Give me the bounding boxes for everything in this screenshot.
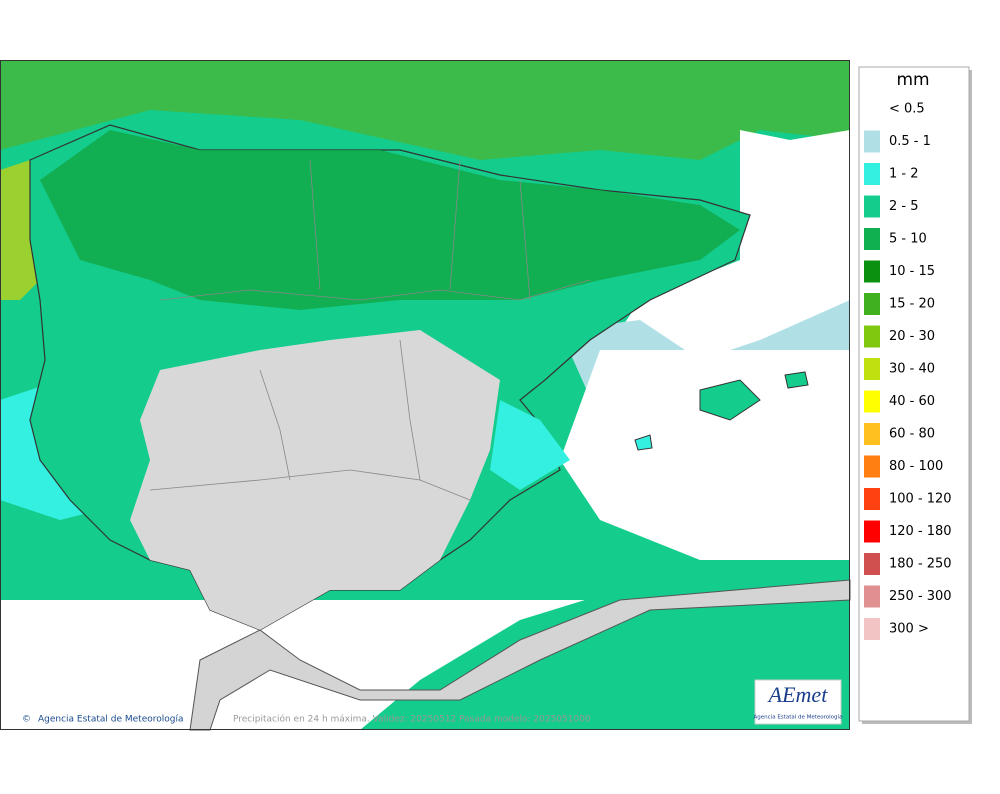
legend-swatch — [864, 423, 880, 445]
logo-box — [754, 679, 842, 725]
north-band — [40, 130, 740, 310]
ibiza — [634, 434, 653, 451]
central-dry — [130, 330, 500, 630]
logo-subtitle: Agencia Estatal de Meteorología — [754, 714, 843, 721]
legend-swatch — [864, 455, 880, 478]
legend-swatch — [864, 130, 880, 153]
map-frame — [0, 60, 850, 730]
border — [309, 159, 531, 301]
africa-coast — [189, 579, 851, 731]
legend-swatch — [864, 98, 880, 120]
legend-swatch — [864, 228, 880, 250]
legend-label: 2 - 5 — [889, 199, 919, 214]
legend-label: 30 - 40 — [889, 362, 935, 377]
mallorca — [699, 379, 761, 421]
legend-label: 5 - 10 — [889, 232, 927, 247]
legend-swatch — [864, 325, 880, 348]
legend-swatch — [864, 520, 880, 543]
map — [0, 60, 851, 731]
north-rain — [0, 60, 850, 160]
menorca — [784, 371, 809, 389]
legend-swatch — [864, 618, 880, 640]
legend-swatch — [864, 553, 880, 575]
valencia-rain — [490, 400, 570, 490]
legend-swatch — [864, 488, 880, 510]
logo: AEmet Agencia Estatal de Meteorología — [754, 679, 843, 725]
legend-label: 0.5 - 1 — [889, 134, 931, 149]
legend-swatch — [864, 163, 880, 185]
legend-label: 20 - 30 — [889, 329, 935, 344]
legend-label: 60 - 80 — [889, 427, 935, 442]
legend-label: 80 - 100 — [889, 459, 943, 474]
med-dry — [560, 350, 850, 560]
border — [159, 279, 591, 301]
legend-label: 250 - 300 — [889, 589, 952, 604]
legend-label: 300 > — [889, 622, 929, 637]
legend-label: 40 - 60 — [889, 394, 935, 409]
legend-swatch — [864, 390, 880, 413]
border — [259, 339, 421, 481]
copyright-symbol: © — [22, 715, 31, 725]
legend-label: 120 - 180 — [889, 524, 952, 539]
legend-swatch — [864, 293, 880, 315]
legend-label: 1 - 2 — [889, 167, 919, 182]
legend-label: 10 - 15 — [889, 264, 935, 279]
legend-swatch — [864, 195, 880, 218]
caption: Precipitación en 24 h máxima. Validez: 2… — [233, 714, 591, 725]
region-borders — [149, 159, 591, 501]
legend-label: 100 - 120 — [889, 492, 952, 507]
border — [149, 469, 471, 501]
legend-label: 180 - 250 — [889, 557, 952, 572]
legend-swatch — [864, 358, 880, 380]
legend-swatch — [864, 260, 880, 283]
legend-label: < 0.5 — [889, 102, 925, 117]
legend-swatch — [864, 585, 880, 608]
legend: mm < 0.5 0.5 - 1 1 - 2 2 - 5 5 - 10 10 - 15 15… — [858, 66, 972, 724]
credit: Agencia Estatal de Meteorología — [38, 715, 184, 725]
africa-rain — [360, 570, 850, 730]
legend-title: mm — [896, 70, 929, 90]
legend-label: 15 - 20 — [889, 297, 935, 312]
logo-name: AEmet — [767, 682, 829, 707]
